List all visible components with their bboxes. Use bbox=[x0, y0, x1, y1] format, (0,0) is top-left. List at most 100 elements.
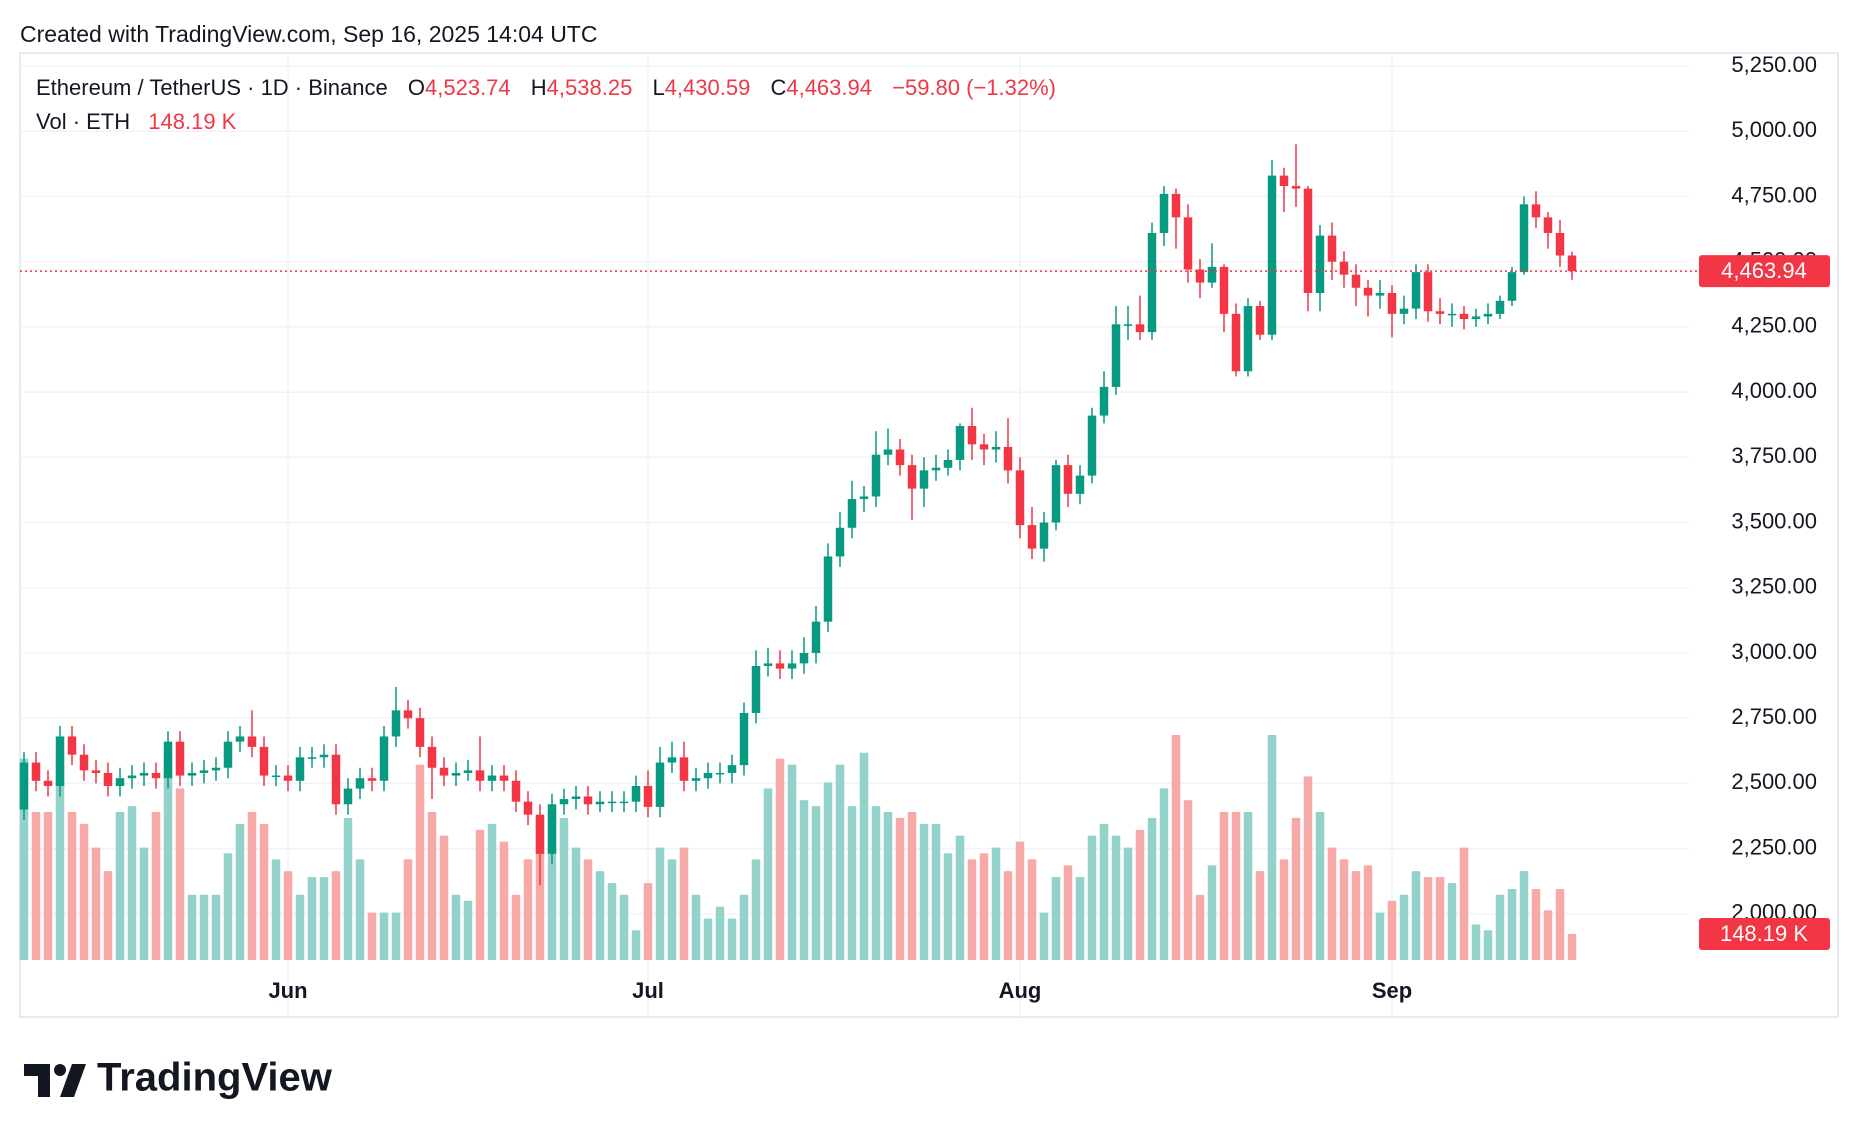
candle-body bbox=[811, 621, 821, 653]
volume-bar bbox=[847, 806, 857, 960]
volume-bar bbox=[547, 811, 557, 960]
volume-bar bbox=[571, 847, 581, 960]
volume-bar bbox=[1435, 877, 1445, 960]
volume-bar bbox=[607, 883, 617, 960]
candle-body bbox=[1435, 311, 1445, 314]
volume-bar bbox=[115, 811, 125, 960]
candle-body bbox=[499, 775, 509, 781]
volume-bar bbox=[247, 811, 257, 960]
candle-body bbox=[379, 736, 389, 781]
candle-body bbox=[883, 449, 893, 455]
candle-body bbox=[991, 446, 1001, 450]
volume-bar bbox=[103, 871, 113, 960]
volume-bar bbox=[991, 847, 1001, 960]
candle-body bbox=[559, 799, 569, 805]
volume-bar bbox=[1483, 930, 1493, 960]
candle-body bbox=[1231, 313, 1241, 372]
candle-body bbox=[967, 426, 977, 445]
candle-body bbox=[943, 459, 953, 468]
volume-bar bbox=[1087, 835, 1097, 960]
volume-bar bbox=[535, 817, 545, 960]
candle-body bbox=[115, 778, 125, 787]
candle-body bbox=[619, 801, 629, 804]
volume-bar bbox=[163, 758, 173, 960]
last-volume-tag bbox=[1699, 917, 1830, 950]
candle-body bbox=[1447, 313, 1457, 316]
candle-body bbox=[907, 465, 917, 489]
volume-bar bbox=[871, 806, 881, 960]
y-tick-label: 4,000.00 bbox=[1731, 378, 1817, 403]
volume-bar bbox=[1315, 811, 1325, 960]
candle-body bbox=[1195, 269, 1205, 283]
volume-bar bbox=[967, 859, 977, 960]
candle-body bbox=[259, 746, 269, 776]
volume-bar bbox=[1423, 877, 1433, 960]
volume-bar bbox=[487, 823, 497, 960]
volume-bar bbox=[1279, 859, 1289, 960]
candle-body bbox=[295, 757, 305, 781]
ohlc-key: H bbox=[531, 75, 547, 100]
candle-body bbox=[1483, 313, 1493, 317]
volume-bar bbox=[427, 811, 437, 960]
volume-bar bbox=[943, 853, 953, 960]
ohlc-key: C bbox=[770, 75, 786, 100]
volume-bar bbox=[703, 918, 713, 960]
candle-body bbox=[1087, 415, 1097, 476]
candle-body bbox=[1003, 446, 1013, 471]
candle-body bbox=[475, 770, 485, 781]
y-tick-label: 2,750.00 bbox=[1731, 704, 1817, 729]
volume-bar bbox=[379, 912, 389, 960]
candle-body bbox=[1135, 324, 1145, 333]
volume-bar bbox=[955, 835, 965, 960]
volume-bar bbox=[583, 859, 593, 960]
candle-body bbox=[1519, 204, 1529, 273]
candle-body bbox=[1267, 175, 1277, 335]
ohlc-key: O bbox=[408, 75, 425, 100]
volume-bar bbox=[1459, 847, 1469, 960]
volume-bar bbox=[859, 752, 869, 960]
candle-body bbox=[691, 778, 701, 781]
candle-body bbox=[187, 772, 197, 776]
candle-body bbox=[655, 762, 665, 807]
candle-body bbox=[667, 757, 677, 763]
candle-body bbox=[151, 772, 161, 779]
volume-value: 148.19 K bbox=[148, 109, 236, 134]
volume-bar bbox=[1075, 877, 1085, 960]
candle-body bbox=[871, 454, 881, 497]
candle-body bbox=[1315, 235, 1325, 293]
symbol-legend: Ethereum / TetherUS · 1D · Binance O4,52… bbox=[36, 75, 1056, 100]
volume-bar bbox=[415, 764, 425, 960]
created-caption: Created with TradingView.com, Sep 16, 20… bbox=[20, 21, 597, 47]
y-tick-label: 4,250.00 bbox=[1731, 313, 1817, 338]
candle-body bbox=[1351, 274, 1361, 288]
volume-bar bbox=[463, 900, 473, 960]
volume-bar bbox=[283, 871, 293, 960]
candle-body bbox=[631, 786, 641, 802]
volume-bar bbox=[43, 811, 53, 960]
volume-bar bbox=[1387, 900, 1397, 960]
volume-bar bbox=[1135, 829, 1145, 960]
candle-body bbox=[1543, 217, 1553, 233]
candle-body bbox=[1255, 306, 1265, 335]
candle-body bbox=[763, 663, 773, 667]
candle-body bbox=[175, 741, 185, 776]
brand-name: TradingView bbox=[97, 1056, 333, 1100]
volume-legend: Vol · ETH 148.19 K bbox=[36, 109, 237, 134]
x-tick-label: Aug bbox=[999, 978, 1042, 1003]
candle-body bbox=[679, 757, 689, 781]
volume-bar bbox=[127, 806, 137, 960]
volume-bar bbox=[499, 841, 509, 960]
candle-body bbox=[67, 736, 77, 755]
volume-bar bbox=[691, 894, 701, 960]
brand-logo: TradingView bbox=[24, 1056, 333, 1100]
volume-bar bbox=[919, 823, 929, 960]
volume-bar bbox=[355, 859, 365, 960]
candle-body bbox=[583, 796, 593, 805]
candle-body bbox=[607, 801, 617, 804]
candle-body bbox=[547, 804, 557, 854]
candle-body bbox=[1423, 272, 1433, 312]
candle-body bbox=[1099, 386, 1109, 416]
volume-bar bbox=[751, 859, 761, 960]
candle-body bbox=[1303, 188, 1313, 293]
